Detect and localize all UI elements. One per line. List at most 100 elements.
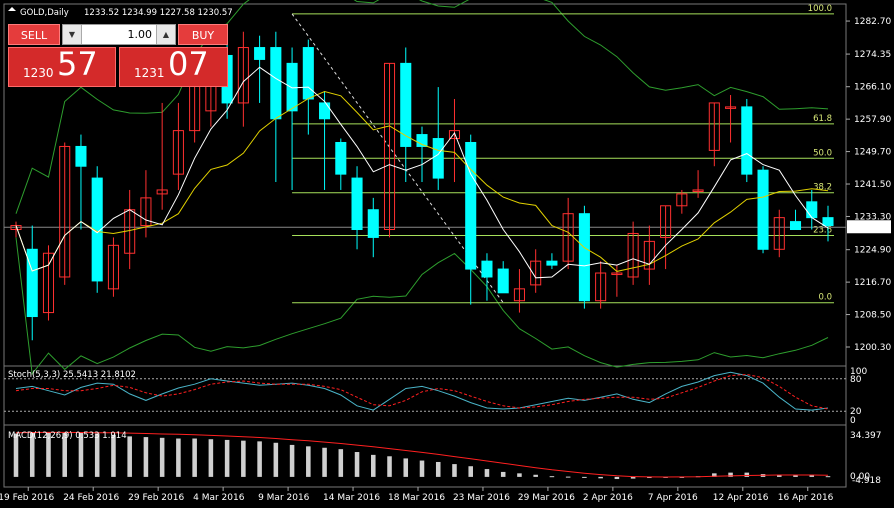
date-tick-label: 16 Apr 2016 [778, 493, 834, 503]
moving-average-fast-line [15, 66, 829, 279]
candle-body [692, 189, 704, 192]
candle-body [286, 62, 298, 112]
candle-body [26, 248, 38, 318]
macd-histogram-bar [208, 439, 214, 477]
macd-histogram-bar [533, 474, 538, 477]
candle-body [10, 225, 22, 231]
candle-body [156, 189, 168, 195]
lot-decrease-icon[interactable]: ▼ [63, 25, 82, 44]
sell-button[interactable]: SELL [8, 24, 60, 45]
candle-body [237, 47, 249, 104]
lot-size-input[interactable]: 1.00 [127, 28, 153, 41]
fib-level-label: 38.2 [813, 183, 832, 193]
sell-price-prefix: 1230 [23, 66, 54, 80]
candle-body [708, 102, 720, 151]
candle-body [757, 169, 769, 250]
price-tick-label: 1224.90 [854, 246, 891, 256]
macd-histogram-bar [241, 440, 246, 477]
candle-body [400, 62, 412, 147]
ohlc-label: 1233.52 1234.99 1227.58 1230.57 [84, 8, 233, 18]
macd-histogram-bar [354, 452, 360, 477]
candle-body [254, 47, 266, 60]
moving-average-slow-line [15, 90, 829, 272]
price-tick-label: 1257.90 [854, 115, 891, 125]
candle-body [595, 272, 607, 302]
candle-body [302, 47, 314, 100]
lot-size-stepper[interactable]: ▼ 1.00 ▲ [62, 24, 176, 45]
macd-histogram-bar [371, 454, 376, 477]
macd-histogram-bar [614, 476, 620, 480]
price-tick-label: 1249.70 [854, 148, 891, 158]
fib-level-label: 61.8 [813, 114, 832, 124]
macd-histogram-bar [517, 473, 522, 477]
price-tick-label: 1200.30 [854, 343, 891, 353]
stoch-main-line [15, 371, 829, 411]
price-tick-label: 1282.70 [854, 17, 891, 27]
candle-body [319, 102, 331, 120]
macd-histogram-bar [403, 458, 409, 477]
candle-body [383, 62, 396, 231]
macd-histogram-bar [176, 438, 181, 477]
candle-body [530, 260, 542, 286]
candle-body [432, 138, 444, 179]
macd-histogram-bar [127, 436, 132, 477]
date-tick-label: 24 Feb 2016 [63, 493, 119, 503]
candle-body [140, 197, 152, 227]
macd-histogram-bar [452, 464, 457, 477]
candle-body [75, 145, 87, 167]
candle-body [481, 260, 493, 278]
candle-body [725, 106, 737, 109]
macd-signal-line [15, 431, 829, 478]
sell-price-box[interactable]: 1230 57 [8, 45, 116, 87]
macd-histogram-bar [29, 432, 35, 477]
macd-histogram-bar [46, 432, 51, 477]
candle-body [578, 213, 590, 302]
buy-button[interactable]: BUY [178, 24, 228, 45]
macd-histogram-bar [598, 476, 603, 479]
macd-histogram-bar [13, 433, 19, 477]
macd-histogram-bar [62, 432, 67, 477]
fib-level-label: 100.0 [808, 4, 832, 14]
date-tick-label: 23 Mar 2016 [453, 493, 510, 503]
candle-body [627, 232, 639, 278]
macd-tick-label: -4.918 [852, 476, 881, 486]
price-tick-label: 1241.50 [854, 180, 891, 190]
date-tick-label: 19 Feb 2016 [0, 493, 55, 503]
bollinger-lower-line [15, 237, 829, 376]
macd-histogram-bar [306, 446, 311, 477]
macd-histogram-bar [419, 460, 425, 477]
one-click-trading-panel: SELL ▼ 1.00 ▲ BUY 1230 57 1231 07 [8, 24, 228, 88]
macd-histogram-bar [289, 444, 295, 477]
macd-histogram-bar [273, 442, 279, 477]
price-tick-label: 1208.50 [854, 311, 891, 321]
fib-level-label: 0.0 [818, 293, 832, 303]
collapse-triangle-icon [8, 7, 16, 11]
macd-histogram-bar [777, 474, 782, 477]
macd-histogram-bar [549, 476, 555, 478]
candle-body [107, 244, 119, 290]
macd-tick-label: 0.00 [850, 472, 870, 482]
candle-body [448, 130, 461, 140]
stoch-tick-label: 100 [850, 367, 867, 377]
macd-histogram-bar [159, 437, 165, 477]
macd-histogram-bar [484, 469, 490, 477]
macd-histogram-bar [500, 471, 506, 477]
date-tick-label: 29 Mar 2016 [518, 493, 575, 503]
candle-body [416, 134, 428, 147]
fib-level-label: 50.0 [813, 148, 832, 158]
candle-body [806, 201, 818, 219]
candle-body [351, 177, 363, 231]
candle-body [59, 145, 71, 278]
macd-histogram-bar [825, 476, 831, 478]
date-tick-label: 9 Mar 2016 [258, 493, 310, 503]
date-tick-label: 7 Apr 2016 [648, 493, 698, 503]
candle-body [789, 221, 802, 231]
date-tick-label: 29 Feb 2016 [128, 493, 184, 503]
macd-histogram-bar [809, 475, 815, 477]
candle-body [465, 141, 477, 270]
buy-price-box[interactable]: 1231 07 [119, 45, 228, 87]
lot-increase-icon[interactable]: ▲ [156, 25, 175, 44]
candle-body [546, 260, 558, 266]
current-price-tag [847, 220, 891, 234]
